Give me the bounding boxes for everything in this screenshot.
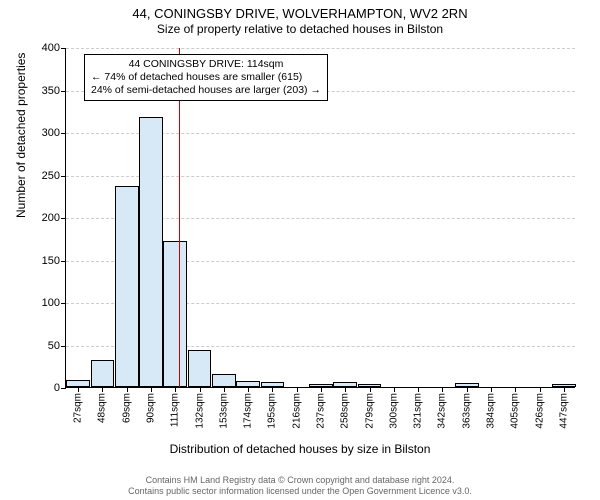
- y-tick-label: 400: [42, 42, 60, 54]
- x-tick-label: 237sqm: [316, 393, 327, 429]
- x-tick-label: 384sqm: [486, 393, 497, 429]
- x-tick-mark: [345, 387, 346, 392]
- annotation-line1: 44 CONINGSBY DRIVE: 114sqm: [91, 58, 321, 71]
- y-tick-mark: [61, 303, 66, 304]
- annotation-line3: 24% of semi-detached houses are larger (…: [91, 84, 321, 97]
- y-axis-title: Number of detached properties: [14, 53, 28, 218]
- histogram-plot-area: 05010015020025030035040027sqm48sqm69sqm9…: [65, 48, 575, 388]
- x-tick-mark: [418, 387, 419, 392]
- x-tick-mark: [467, 387, 468, 392]
- y-tick-mark: [61, 176, 66, 177]
- x-tick-label: 27sqm: [73, 393, 84, 423]
- y-tick-mark: [61, 388, 66, 389]
- x-tick-label: 153sqm: [218, 393, 229, 429]
- x-tick-mark: [127, 387, 128, 392]
- x-tick-label: 216sqm: [291, 393, 302, 429]
- x-tick-label: 69sqm: [121, 393, 132, 423]
- histogram-bar: [163, 241, 187, 387]
- x-tick-label: 111sqm: [170, 393, 181, 427]
- x-tick-label: 426sqm: [534, 393, 545, 429]
- y-tick-mark: [61, 218, 66, 219]
- chart-title-line2: Size of property relative to detached ho…: [0, 22, 600, 37]
- x-tick-mark: [442, 387, 443, 392]
- x-axis-title: Distribution of detached houses by size …: [0, 442, 600, 456]
- x-tick-mark: [248, 387, 249, 392]
- chart-title-line1: 44, CONINGSBY DRIVE, WOLVERHAMPTON, WV2 …: [0, 6, 600, 22]
- histogram-bar: [139, 117, 163, 387]
- x-tick-label: 300sqm: [388, 393, 399, 429]
- annotation-box: 44 CONINGSBY DRIVE: 114sqm ← 74% of deta…: [84, 54, 328, 101]
- x-tick-label: 321sqm: [413, 393, 424, 429]
- y-tick-label: 350: [42, 85, 60, 97]
- histogram-bar: [115, 186, 139, 387]
- grid-line: [66, 48, 575, 49]
- attribution-line2: Contains public sector information licen…: [0, 486, 600, 497]
- x-tick-label: 174sqm: [243, 393, 254, 429]
- histogram-bar: [91, 360, 115, 387]
- x-tick-label: 258sqm: [340, 393, 351, 429]
- y-tick-mark: [61, 261, 66, 262]
- x-tick-mark: [321, 387, 322, 392]
- x-tick-mark: [78, 387, 79, 392]
- x-tick-mark: [540, 387, 541, 392]
- x-tick-label: 279sqm: [364, 393, 375, 429]
- y-tick-label: 300: [42, 127, 60, 139]
- histogram-bar: [66, 380, 90, 387]
- x-tick-label: 363sqm: [461, 393, 472, 429]
- x-tick-mark: [564, 387, 565, 392]
- attribution-block: Contains HM Land Registry data © Crown c…: [0, 475, 600, 497]
- y-tick-label: 150: [42, 255, 60, 267]
- x-tick-label: 447sqm: [558, 393, 569, 429]
- x-tick-label: 405sqm: [510, 393, 521, 429]
- y-tick-mark: [61, 48, 66, 49]
- y-tick-label: 0: [54, 382, 60, 394]
- x-tick-label: 132sqm: [194, 393, 205, 429]
- y-tick-label: 200: [42, 212, 60, 224]
- x-tick-mark: [297, 387, 298, 392]
- y-tick-mark: [61, 133, 66, 134]
- x-tick-mark: [175, 387, 176, 392]
- x-tick-label: 90sqm: [146, 393, 157, 423]
- x-tick-mark: [491, 387, 492, 392]
- attribution-line1: Contains HM Land Registry data © Crown c…: [0, 475, 600, 486]
- histogram-bar: [212, 374, 236, 387]
- y-tick-mark: [61, 91, 66, 92]
- y-tick-label: 100: [42, 297, 60, 309]
- x-tick-mark: [272, 387, 273, 392]
- y-tick-label: 250: [42, 170, 60, 182]
- x-tick-label: 342sqm: [437, 393, 448, 429]
- x-tick-mark: [394, 387, 395, 392]
- x-tick-label: 195sqm: [267, 393, 278, 429]
- annotation-line2: ← 74% of detached houses are smaller (61…: [91, 71, 321, 84]
- histogram-bar: [188, 350, 212, 387]
- x-tick-mark: [224, 387, 225, 392]
- x-tick-label: 48sqm: [97, 393, 108, 423]
- x-tick-mark: [151, 387, 152, 392]
- x-tick-mark: [370, 387, 371, 392]
- x-tick-mark: [515, 387, 516, 392]
- y-tick-label: 50: [48, 340, 60, 352]
- x-tick-mark: [200, 387, 201, 392]
- x-tick-mark: [102, 387, 103, 392]
- chart-title-block: 44, CONINGSBY DRIVE, WOLVERHAMPTON, WV2 …: [0, 0, 600, 37]
- y-tick-mark: [61, 346, 66, 347]
